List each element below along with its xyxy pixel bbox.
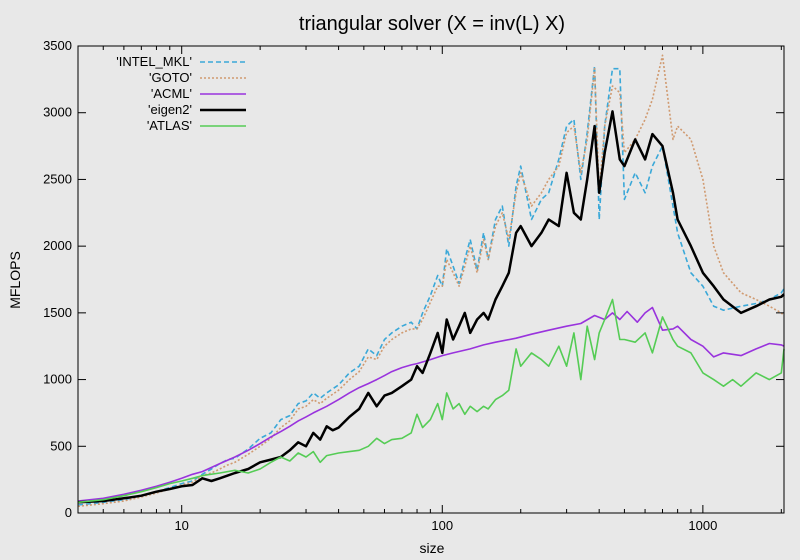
x-tick-label-0: 10 [174,518,188,533]
x-axis-label: size [420,540,445,556]
x-tick-label-2: 1000 [688,518,717,533]
plot-frame [77,45,785,514]
y-axis-label: MFLOPS [7,251,23,309]
y-tick-label-6: 3000 [43,105,72,120]
legend-label-3: 'eigen2' [148,102,192,117]
tick-layer: 0 500 1000 1500 2000 2500 3000 3500 10 100 1000 [43,38,784,533]
series-line-4 [77,298,785,504]
series-line-0 [77,65,785,506]
y-tick-label-2: 1000 [43,372,72,387]
chart-title: triangular solver (X = inv(L) X) [299,13,565,35]
series-line-2 [77,306,785,502]
legend-label-2: 'ACML' [151,86,192,101]
series-line-3 [77,110,785,504]
legend-label-1: 'GOTO' [149,70,192,85]
y-tick-label-1: 500 [50,438,72,453]
legend: 'INTEL_MKL''GOTO''ACML''eigen2''ATLAS' [116,54,246,133]
legend-label-0: 'INTEL_MKL' [116,54,192,69]
x-tick-label-1: 100 [431,518,453,533]
y-tick-label-3: 1500 [43,305,72,320]
legend-label-4: 'ATLAS' [147,118,192,133]
y-tick-label-5: 2500 [43,171,72,186]
series-line-1 [77,54,785,508]
y-tick-label-0: 0 [65,505,72,520]
series-layer [77,54,785,508]
y-tick-label-7: 3500 [43,38,72,53]
y-tick-label-4: 2000 [43,238,72,253]
